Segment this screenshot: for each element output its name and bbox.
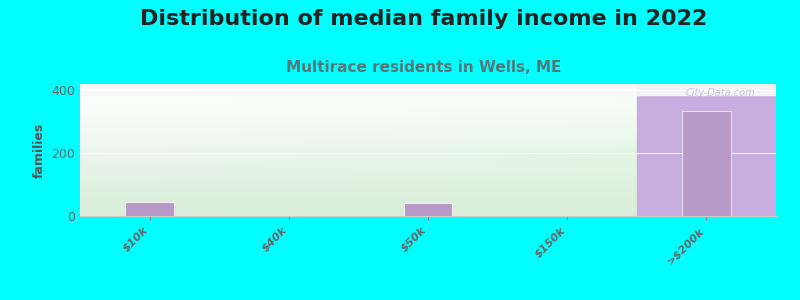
Bar [404, 203, 452, 216]
Bar [80, 84, 776, 94]
Text: Distribution of median family income in 2022: Distribution of median family income in … [140, 9, 708, 29]
Bar [682, 111, 730, 216]
Bar [126, 202, 174, 216]
Bar [637, 84, 776, 216]
Text: City-Data.com: City-Data.com [686, 88, 755, 98]
Text: Multirace residents in Wells, ME: Multirace residents in Wells, ME [286, 60, 562, 75]
Y-axis label: families: families [33, 122, 46, 178]
